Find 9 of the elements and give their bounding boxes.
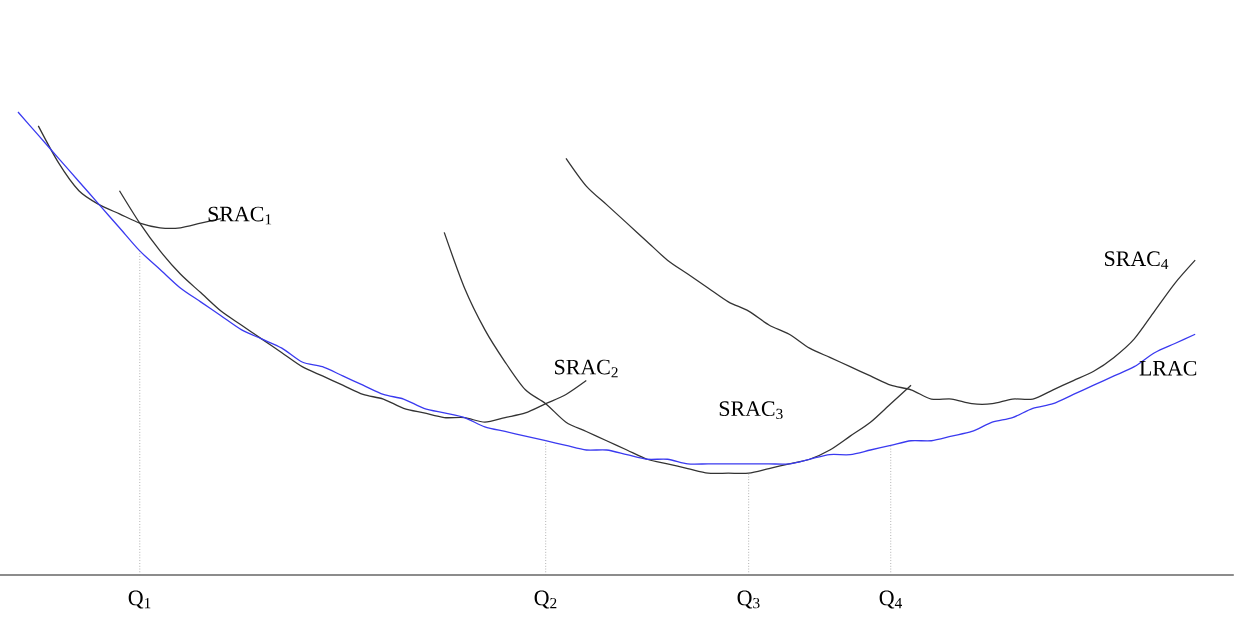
series-label: LRAC (1139, 360, 1197, 376)
series-label: SRAC$_{1}$ (208, 206, 272, 225)
series-label: SRAC$_{2}$ (555, 359, 618, 378)
x-tick-label: Q$_{1}$ (128, 590, 151, 609)
x-tick-label: Q$_{2}$ (534, 590, 557, 609)
series-label: SRAC$_{4}$ (1105, 251, 1169, 269)
x-tick-label: Q$_{3}$ (737, 590, 760, 609)
text: SRAC$_{3}$ (719, 401, 783, 420)
x-tick-label: Q$_{4}$ (879, 590, 902, 609)
